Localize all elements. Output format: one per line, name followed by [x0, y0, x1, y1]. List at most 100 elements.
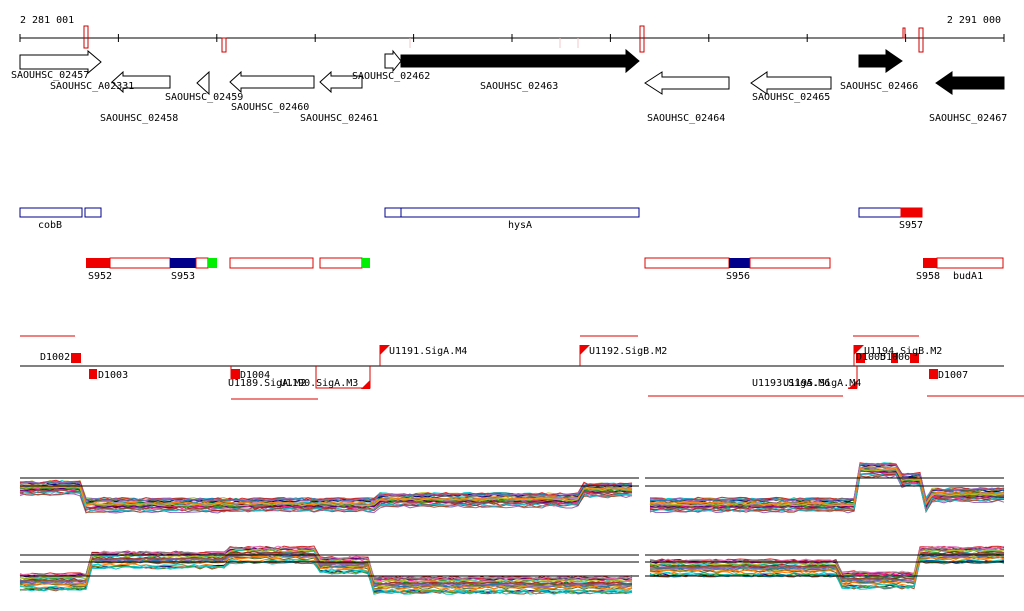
feature-label: U1190.SigA.M3	[280, 378, 358, 389]
operon-label: S956	[726, 271, 750, 282]
expression-track-forward	[19, 462, 1005, 514]
expression-profile-line	[19, 546, 633, 581]
start-coordinate: 2 281 001	[20, 15, 74, 26]
gene-label: SAOUHSC_02464	[647, 113, 725, 124]
ruler-ticks	[19, 34, 1005, 42]
operon-box[interactable]	[195, 257, 209, 269]
operon-track-red: S952 S953 S956 S958 budA1	[86, 257, 1004, 282]
operon-box-cobB[interactable]	[19, 207, 83, 218]
feature-flag[interactable]	[361, 380, 370, 389]
operon-box-green[interactable]	[208, 258, 217, 268]
gene-label: SAOUHSC_02458	[100, 113, 178, 124]
gene-label: SAOUHSC_02463	[480, 81, 558, 92]
feature-flag[interactable]	[89, 369, 97, 379]
expression-profile-line	[649, 467, 1005, 507]
feature-label: D1003	[98, 370, 128, 381]
expression-profile-line	[19, 485, 633, 507]
operon-label: budA1	[953, 271, 983, 282]
gene-arrow-SAOUHSC_A02331[interactable]	[111, 70, 171, 94]
red-marker[interactable]	[221, 37, 227, 53]
operon-box-green[interactable]	[362, 258, 370, 268]
promoter-bracket	[315, 366, 371, 389]
expression-profile-line	[19, 480, 633, 502]
expression-profile-line	[649, 472, 1005, 512]
operon-box-S952[interactable]	[86, 258, 110, 268]
gene-arrow-SAOUHSC_02457[interactable]	[19, 49, 102, 75]
gene-label: SAOUHSC_02457	[11, 70, 89, 81]
feature-label: U1194.SigB.M2	[864, 346, 942, 357]
operon-box[interactable]	[229, 257, 314, 269]
operon-box[interactable]	[749, 257, 831, 269]
feature-flag[interactable]	[856, 353, 865, 363]
feature-flag[interactable]	[891, 353, 898, 363]
expression-profile-line	[649, 462, 1005, 502]
operon-box-S956[interactable]	[729, 258, 750, 268]
operon-label: hysA	[508, 220, 532, 231]
feature-flag[interactable]	[71, 353, 81, 363]
expression-profile-line	[19, 560, 633, 595]
gene-arrow-SAOUHSC_02464[interactable]	[644, 71, 730, 95]
feature-label: U1191.SigA.M4	[389, 346, 467, 357]
operon-box-S958[interactable]	[923, 258, 937, 268]
operon-box[interactable]	[644, 257, 730, 269]
expression-profile-line	[649, 472, 1005, 513]
feature-label: U1192.SigB.M2	[589, 346, 667, 357]
operon-label: cobB	[38, 220, 62, 231]
feature-flag[interactable]	[854, 345, 864, 355]
feature-flag[interactable]	[929, 369, 938, 379]
operon-box-S957[interactable]	[900, 207, 923, 218]
operon-box[interactable]	[858, 207, 902, 218]
operon-box-S953[interactable]	[170, 258, 196, 268]
expression-profile-line	[19, 491, 633, 512]
operon-box-hysA[interactable]	[400, 207, 640, 218]
expression-profile-line	[649, 466, 1005, 506]
operon-box[interactable]	[384, 207, 402, 218]
feature-label: U1189.SigA.M2	[228, 378, 306, 389]
operon-box-budA1[interactable]	[936, 257, 1004, 269]
gene-label: SAOUHSC_02462	[352, 71, 430, 82]
expression-reference-lines	[20, 440, 1004, 611]
operon-track-blue: cobB hysA S957	[19, 207, 923, 231]
expression-profile-line	[649, 545, 1005, 574]
operon-label: S957	[899, 220, 923, 231]
gene-arrow-SAOUHSC_02466[interactable]	[858, 49, 903, 73]
red-marker[interactable]	[918, 27, 924, 53]
operon-label: S958	[916, 271, 940, 282]
gene-arrow-SAOUHSC_02461[interactable]	[319, 70, 363, 94]
operon-box[interactable]	[319, 257, 363, 269]
gene-arrow-SAOUHSC_02467[interactable]	[935, 71, 1005, 95]
gene-arrow-SAOUHSC_02459[interactable]	[196, 70, 210, 96]
track-gap	[639, 440, 645, 611]
gene-label: SAOUHSC_02459	[165, 92, 243, 103]
feature-flag[interactable]	[380, 345, 390, 355]
expression-profile-line	[19, 552, 633, 586]
coordinate-ruler: 2 281 001 2 291 000	[19, 15, 1005, 53]
feature-flag[interactable]	[580, 345, 590, 355]
feature-flag[interactable]	[848, 380, 857, 389]
red-marker[interactable]	[639, 25, 645, 53]
gene-arrow-SAOUHSC_02462[interactable]	[384, 49, 402, 73]
feature-label: U1193.SigA.M6	[752, 378, 830, 389]
operon-box[interactable]	[84, 207, 102, 218]
feature-flag[interactable]	[910, 353, 919, 363]
expression-profile-line	[19, 484, 633, 506]
gene-label: SAOUHSC_02460	[231, 102, 309, 113]
red-marker[interactable]	[83, 25, 89, 49]
red-marker[interactable]	[902, 27, 906, 39]
expression-track-reverse	[19, 545, 1005, 595]
expression-profile-line	[19, 548, 633, 583]
gene-arrow-SAOUHSC_02460[interactable]	[229, 70, 315, 94]
gene-track: SAOUHSC_02457 SAOUHSC_A02331 SAOUHSC_024…	[11, 48, 1007, 124]
gene-arrow-SAOUHSC_02465[interactable]	[750, 71, 832, 95]
gene-arrow-SAOUHSC_02463[interactable]	[400, 48, 640, 74]
feature-flag[interactable]	[231, 369, 240, 379]
end-coordinate: 2 291 000	[947, 15, 1001, 26]
feature-label: U1195.SigA.M4	[783, 378, 861, 389]
feature-label: D1006	[880, 352, 910, 363]
expression-profile-line	[19, 560, 633, 594]
operon-box[interactable]	[109, 257, 171, 269]
operon-label: S952	[88, 271, 112, 282]
feature-track: D1002 D1003 D1004 U1189.SigA.M2 U1190.Si…	[20, 335, 1024, 400]
